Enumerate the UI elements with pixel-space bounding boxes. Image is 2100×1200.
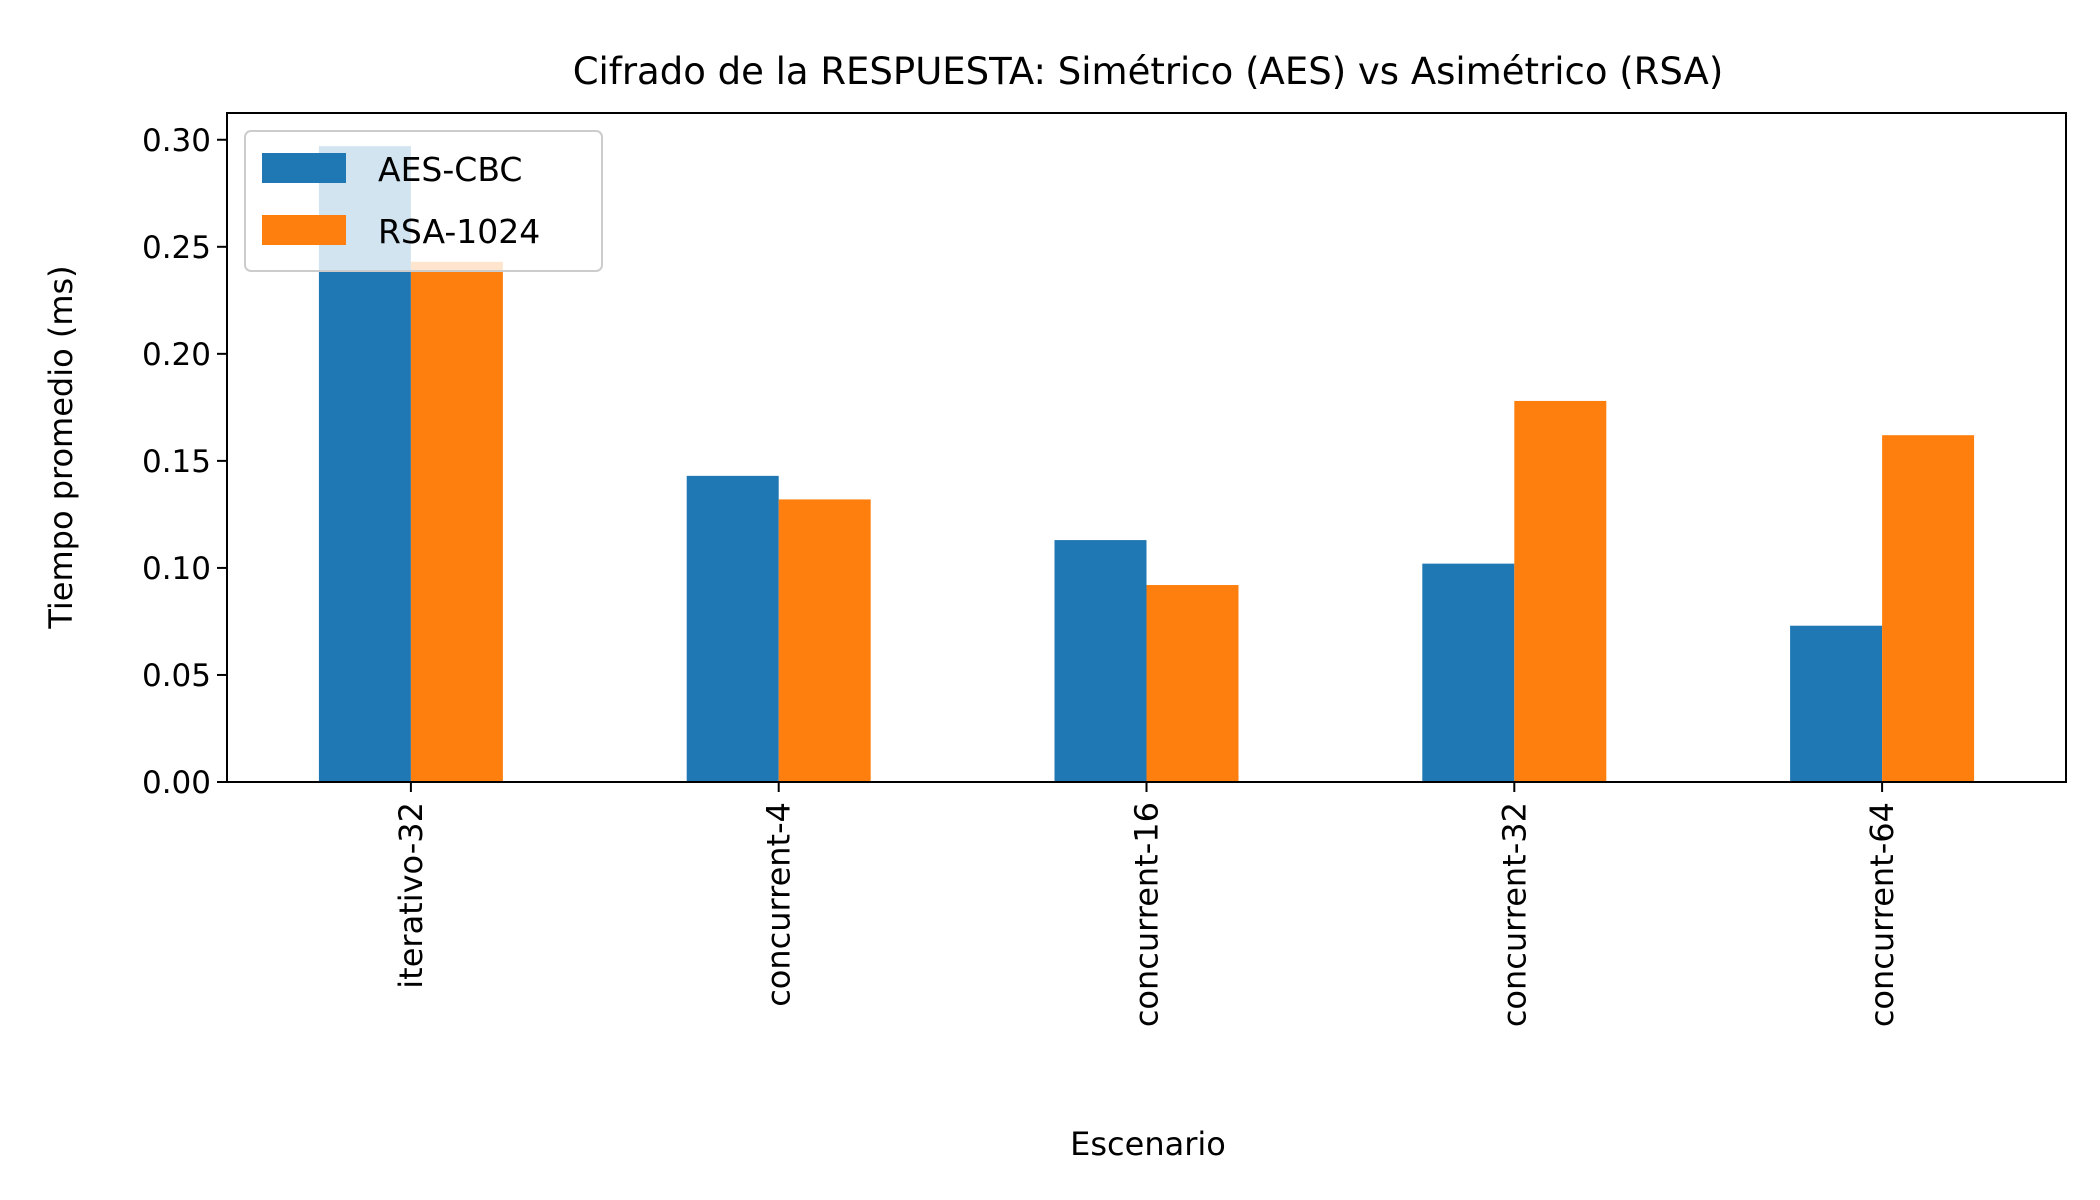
x-axis: iterativo-32 concurrent-4 concurrent-16 con… — [392, 782, 1901, 1027]
bar-aes-cbc-concurrent-32 — [1422, 563, 1515, 782]
x-tick-label: concurrent-32 — [1495, 802, 1533, 1027]
x-tick-label: concurrent-64 — [1863, 802, 1901, 1027]
legend-label-aes-cbc: AES-CBC — [378, 150, 522, 189]
legend: AES-CBC RSA-1024 — [244, 130, 603, 272]
bar-rsa-1024-concurrent-16 — [1146, 585, 1239, 782]
y-tick-label: 0.00 — [142, 765, 211, 801]
y-tick-label: 0.20 — [142, 337, 211, 373]
bar-rsa-1024-concurrent-4 — [778, 499, 871, 782]
bar-aes-cbc-concurrent-64 — [1790, 625, 1883, 782]
legend-label-rsa-1024: RSA-1024 — [378, 212, 540, 251]
plot-frame — [226, 112, 2067, 783]
y-axis: 0.00 0.05 0.10 0.15 0.20 0.25 0.30 — [142, 123, 227, 801]
bar-rsa-1024-iterativo-32 — [410, 261, 503, 782]
x-axis-label: Escenario — [1070, 1125, 1226, 1163]
bar-aes-cbc-concurrent-4 — [686, 475, 779, 782]
bar-rsa-1024-concurrent-64 — [1882, 435, 1975, 782]
y-tick-label: 0.25 — [142, 230, 211, 266]
chart-title: Cifrado de la RESPUESTA: Simétrico (AES)… — [573, 50, 1724, 93]
y-tick-label: 0.15 — [142, 444, 211, 480]
y-tick-label: 0.05 — [142, 658, 211, 694]
bar-aes-cbc-concurrent-16 — [1054, 540, 1147, 782]
x-tick-label: concurrent-16 — [1128, 802, 1166, 1027]
legend-swatch-aes-cbc — [262, 153, 346, 183]
x-tick-label: iterativo-32 — [392, 802, 430, 989]
bar-rsa-1024-concurrent-32 — [1514, 400, 1607, 782]
legend-swatch-rsa-1024 — [262, 215, 346, 245]
y-tick-label: 0.10 — [142, 551, 211, 587]
x-tick-label: concurrent-4 — [760, 802, 798, 1007]
y-tick-label: 0.30 — [142, 123, 211, 159]
y-axis-label: Tiempo promedio (ms) — [42, 265, 80, 629]
bars-group — [318, 146, 1975, 783]
